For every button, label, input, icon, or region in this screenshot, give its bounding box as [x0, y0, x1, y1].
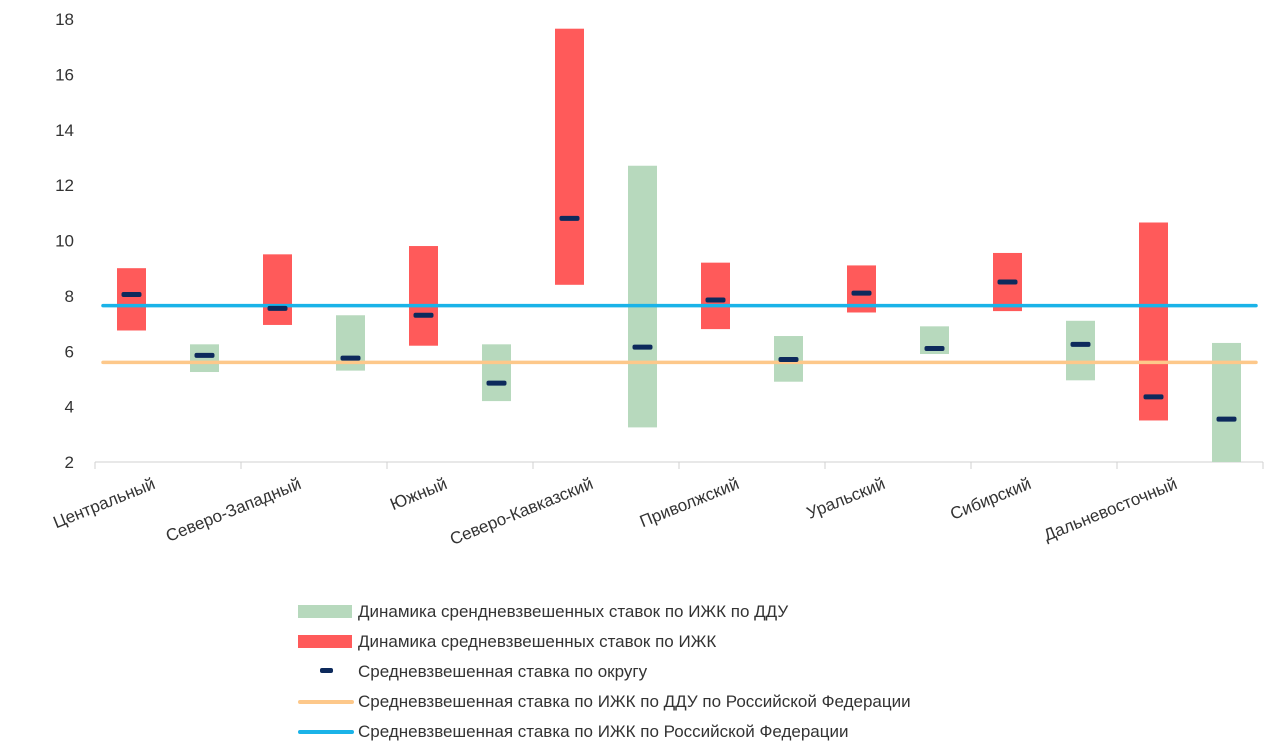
legend-item: Динамика срендневзвешенных ставок по ИЖК… [298, 597, 911, 627]
legend-item: Средневзвешенная ставка по ИЖК по ДДУ по… [298, 687, 911, 717]
average-markers [121, 215, 1237, 422]
range-bar-ddu [628, 165, 657, 428]
legend-swatch [298, 657, 354, 687]
legend: Динамика срендневзвешенных ставок по ИЖК… [298, 597, 911, 747]
legend-item: Средневзвешенная ставка по ИЖК по Россий… [298, 717, 911, 747]
legend-label: Средневзвешенная ставка по ИЖК по Россий… [358, 722, 849, 741]
marker-ddu [1070, 341, 1091, 347]
range-bar-izhk [1139, 222, 1168, 421]
x-tick-label: Сибирский [948, 474, 1034, 524]
marker-ddu [340, 355, 361, 361]
marker-ddu [632, 344, 653, 350]
marker-izhk [851, 290, 872, 296]
y-tick-label: 2 [65, 453, 74, 472]
axes [94, 461, 1264, 469]
range-bar-izhk [701, 262, 730, 330]
marker-izhk [1143, 394, 1164, 400]
y-tick-label: 6 [65, 342, 74, 361]
marker-izhk [121, 291, 142, 297]
legend-swatch [298, 597, 354, 627]
legend-item: Средневзвешенная ставка по округу [298, 657, 911, 687]
marker-ddu [486, 380, 507, 386]
y-tick-label: 14 [55, 121, 74, 140]
marker-izhk [267, 305, 288, 311]
legend-swatch [298, 687, 354, 717]
x-tick-label: Центральный [51, 474, 158, 532]
range-bar-izhk [409, 246, 438, 346]
legend-swatch [298, 627, 354, 657]
legend-label: Средневзвешенная ставка по ИЖК по ДДУ по… [358, 692, 911, 711]
x-tick-label: Приволжский [637, 474, 742, 531]
legend-swatch [298, 717, 354, 747]
range-bar-izhk [263, 254, 292, 325]
legend-label: Средневзвешенная ставка по округу [358, 662, 648, 681]
y-tick-label: 4 [65, 398, 74, 417]
y-tick-label: 12 [55, 176, 74, 195]
marker-izhk [559, 215, 580, 221]
range-bar-ddu [1066, 320, 1095, 381]
range-bars [117, 28, 1241, 462]
y-tick-label: 10 [55, 232, 74, 251]
marker-izhk [705, 297, 726, 303]
legend-label: Динамика средневзвешенных ставок по ИЖК [358, 632, 717, 651]
legend-item: Динамика средневзвешенных ставок по ИЖК [298, 627, 911, 657]
y-tick-label: 8 [65, 287, 74, 306]
marker-ddu [924, 345, 945, 351]
marker-izhk [413, 312, 434, 318]
x-tick-label: Северо-Кавказский [447, 474, 596, 549]
x-tick-label: Уральский [804, 474, 888, 523]
chart: 2 4 6 8 10 12 14 16 18 Центральный Северо-Западный… [51, 10, 1264, 549]
marker-izhk [997, 279, 1018, 285]
x-tick-label: Дальневосточный [1041, 474, 1180, 545]
marker-ddu [194, 352, 215, 358]
marker-ddu [1216, 416, 1237, 422]
legend-label: Динамика срендневзвешенных ставок по ИЖК… [358, 602, 789, 621]
x-tick-label: Южный [387, 474, 449, 514]
reference-lines [101, 303, 1258, 365]
x-tick-label: Северо-Западный [163, 474, 304, 546]
y-tick-label: 16 [55, 65, 74, 84]
range-bar-izhk [555, 28, 584, 285]
range-bar-ddu [190, 344, 219, 373]
marker-ddu [778, 357, 799, 363]
range-bar-ddu [482, 344, 511, 402]
y-tick-label: 18 [55, 10, 74, 29]
range-bar-izhk [117, 268, 146, 331]
